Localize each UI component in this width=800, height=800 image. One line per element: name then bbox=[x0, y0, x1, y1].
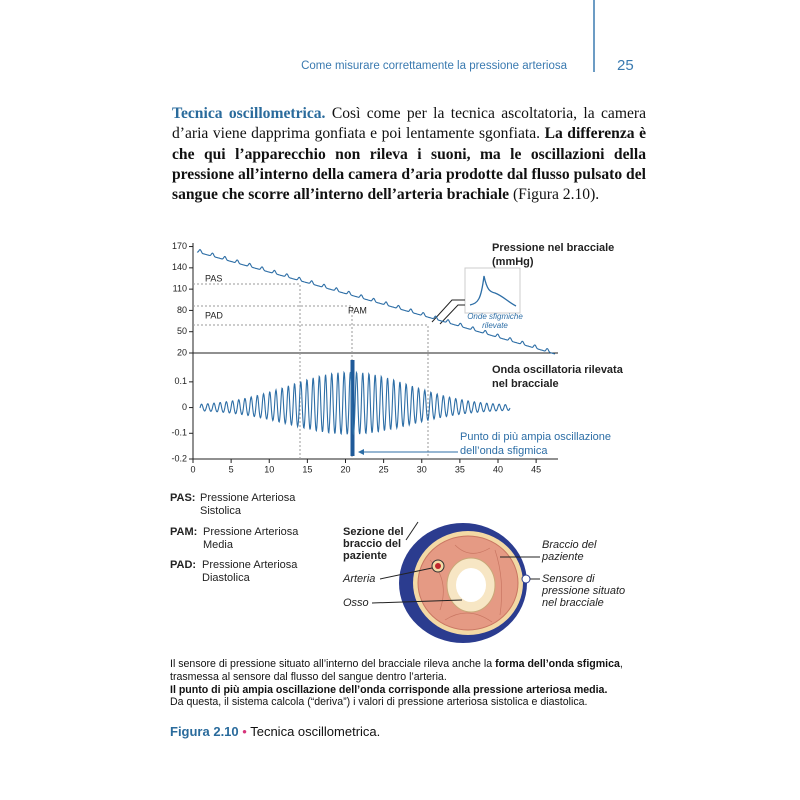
pressure-curve bbox=[196, 248, 556, 355]
legend-abbr: PAS: bbox=[170, 492, 195, 504]
y-tick-label: -0.2 bbox=[171, 453, 187, 463]
x-tick-label: 30 bbox=[417, 464, 427, 474]
legend-abbr: PAM: bbox=[170, 526, 197, 538]
inset bbox=[464, 267, 521, 314]
pointer-lines bbox=[371, 521, 540, 604]
running-title: Come misurare correttamente la pressione… bbox=[301, 60, 567, 72]
arm-label: nel bracciale bbox=[542, 597, 604, 609]
x-tick-label: 5 bbox=[229, 464, 234, 474]
body-paragraph: Tecnica oscillometrica. Così come per la… bbox=[172, 104, 646, 205]
y-tick-label: 0.1 bbox=[174, 376, 187, 386]
arm-label: Arteria bbox=[342, 573, 375, 585]
figure-title: Tecnica oscillometrica. bbox=[250, 724, 381, 739]
artery-lumen bbox=[435, 563, 441, 569]
marker-label: PAM bbox=[348, 305, 367, 315]
inset-wave bbox=[469, 275, 517, 307]
x-tick-label: 40 bbox=[493, 464, 503, 474]
x-tick-label: 10 bbox=[264, 464, 274, 474]
caption-text: Il sensore di pressione situato all’inte… bbox=[170, 658, 493, 670]
x-tick-label: 35 bbox=[455, 464, 465, 474]
y-tick-label: 170 bbox=[172, 241, 187, 251]
y-tick-label: 50 bbox=[177, 326, 187, 336]
legend-text: Diastolica bbox=[202, 572, 251, 584]
legend-text: Pressione Arteriosa bbox=[203, 526, 299, 538]
arm-title: braccio del bbox=[343, 538, 401, 550]
y-tick-label: 140 bbox=[172, 262, 187, 272]
max-oscillation-bar bbox=[350, 360, 355, 456]
plot-label: (mmHg) bbox=[492, 256, 534, 268]
x-tick-label: 0 bbox=[190, 464, 195, 474]
sensor bbox=[521, 574, 531, 584]
marker-label: PAS bbox=[205, 273, 222, 283]
oscillation-wave bbox=[199, 370, 511, 436]
figure-label: Figura 2.10 • Tecnica oscillometrica. bbox=[170, 724, 380, 739]
figure-number: Figura 2.10 bbox=[170, 724, 239, 739]
caption: Il sensore di pressione situato all’inte… bbox=[170, 658, 645, 709]
arm-label: Braccio del bbox=[542, 539, 597, 551]
pad-line bbox=[193, 324, 429, 459]
emphasis: La differenza è che qui l’apparecchio no… bbox=[172, 125, 646, 204]
caption-bold: Il punto di più ampia oscillazione dell’… bbox=[170, 683, 608, 696]
arm-title: Sezione del bbox=[343, 526, 404, 538]
legend-text: Pressione Arteriosa bbox=[202, 559, 298, 571]
marrow bbox=[456, 568, 486, 602]
legend-text: Media bbox=[203, 539, 234, 551]
pam-line bbox=[193, 305, 353, 459]
text: Così come per la tecnica ascoltatoria, l… bbox=[172, 105, 646, 143]
y-tick-label: 110 bbox=[173, 284, 187, 294]
heading: Tecnica oscillometrica. bbox=[172, 105, 326, 122]
arm-title: paziente bbox=[343, 550, 387, 562]
marker-lines bbox=[193, 283, 429, 459]
marker-label: PAD bbox=[205, 310, 223, 320]
y-tick-label: 20 bbox=[177, 347, 187, 357]
caption-text: , trasmessa al sensore dal flusso del sa… bbox=[170, 658, 623, 683]
x-tick-label: 20 bbox=[340, 464, 350, 474]
legend-text: Pressione Arteriosa bbox=[200, 492, 296, 504]
arm-label: Sensore di bbox=[542, 573, 595, 585]
bullet: • bbox=[242, 724, 247, 739]
inset-arrow bbox=[431, 299, 465, 323]
plot-label: Pressione nel bracciale bbox=[492, 242, 614, 254]
inset-label: Onde sfigmiche bbox=[467, 312, 523, 321]
plot-label: Onda oscillatoria rilevata bbox=[492, 364, 624, 376]
caption-bold: forma dell’onda sfigmica bbox=[495, 658, 620, 670]
inset-label: rilevate bbox=[482, 321, 508, 330]
arrow-head bbox=[358, 449, 364, 455]
plot-label: nel bracciale bbox=[492, 378, 559, 390]
arm-label: pressione situato bbox=[541, 585, 625, 597]
caption-text: Da questa, il sistema calcola (“deriva”)… bbox=[170, 696, 588, 709]
annotation: dell’onda sfigmica bbox=[460, 445, 548, 457]
x-tick-label: 45 bbox=[531, 464, 541, 474]
y-tick-label: 80 bbox=[177, 305, 187, 315]
arm-section: Sezione del braccio del paziente Arteria… bbox=[342, 521, 625, 643]
inset-arrow bbox=[439, 304, 465, 325]
arm-label: Osso bbox=[343, 597, 369, 609]
x-tick-label: 25 bbox=[379, 464, 389, 474]
arm-label: paziente bbox=[541, 551, 584, 563]
legend-text: Sistolica bbox=[200, 505, 242, 517]
annotation: Punto di più ampia oscillazione bbox=[460, 431, 611, 443]
y-tick-label: -0.1 bbox=[171, 428, 187, 438]
y-tick-label: 0 bbox=[182, 402, 187, 412]
legend: PAS: Pressione Arteriosa Sistolica PAM: … bbox=[170, 492, 299, 584]
reference: (Figura 2.10). bbox=[512, 186, 600, 204]
x-tick-label: 15 bbox=[302, 464, 312, 474]
page-number: 25 bbox=[617, 57, 634, 74]
plots: PAS PAM PAD Pressione nel bracciale (mmH… bbox=[171, 241, 623, 474]
legend-abbr: PAD: bbox=[170, 559, 196, 571]
